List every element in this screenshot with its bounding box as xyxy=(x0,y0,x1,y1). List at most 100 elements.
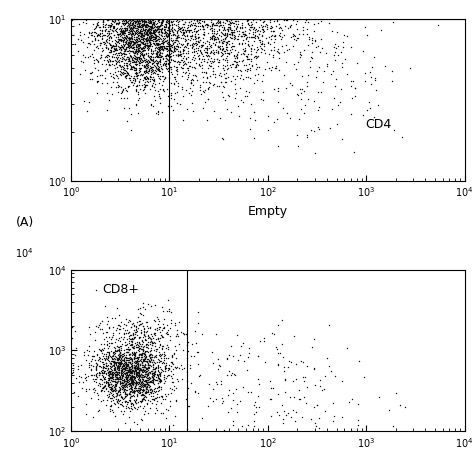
Point xyxy=(274,321,282,329)
Point xyxy=(232,61,239,69)
Point xyxy=(298,105,305,112)
Point xyxy=(107,381,115,388)
Point xyxy=(161,73,168,80)
Point xyxy=(105,39,113,46)
Point xyxy=(119,29,127,36)
Point xyxy=(140,55,147,62)
Point xyxy=(147,27,155,34)
Point xyxy=(106,369,114,377)
Point xyxy=(150,375,157,383)
Point xyxy=(203,44,211,52)
Point xyxy=(143,370,150,378)
Point xyxy=(158,37,165,45)
Point xyxy=(129,379,137,386)
Point xyxy=(118,379,126,386)
Point xyxy=(140,64,148,71)
Point xyxy=(220,24,228,32)
Point xyxy=(109,78,117,86)
Point xyxy=(140,44,147,52)
Point xyxy=(331,82,339,90)
Point xyxy=(148,42,156,50)
Point xyxy=(217,17,224,25)
Point xyxy=(220,47,228,55)
Point xyxy=(162,59,169,66)
Point xyxy=(138,396,146,403)
Point xyxy=(120,385,128,393)
Point xyxy=(228,60,236,67)
Point xyxy=(173,63,181,71)
Point xyxy=(121,385,129,392)
Point xyxy=(182,86,190,93)
Point xyxy=(85,39,92,46)
Point xyxy=(127,318,134,325)
Point xyxy=(133,370,140,378)
Point xyxy=(133,331,141,338)
Point xyxy=(219,43,226,50)
Point xyxy=(128,399,136,407)
Point xyxy=(219,64,227,72)
Point xyxy=(119,36,127,44)
Point xyxy=(142,60,150,67)
Point xyxy=(148,24,156,31)
Point xyxy=(131,20,139,27)
Point xyxy=(128,388,136,396)
Point xyxy=(80,18,87,26)
Point xyxy=(142,63,149,71)
Point xyxy=(69,324,76,331)
Point xyxy=(103,348,111,356)
Point xyxy=(103,366,111,374)
Point xyxy=(143,57,151,65)
Point xyxy=(114,52,121,59)
Point xyxy=(171,89,179,97)
Point xyxy=(159,325,166,332)
Point xyxy=(139,395,147,402)
Point xyxy=(271,36,279,43)
Point xyxy=(91,28,99,36)
Point xyxy=(223,17,230,24)
Point xyxy=(144,67,152,74)
Point xyxy=(164,56,172,64)
Point xyxy=(123,26,131,33)
Point xyxy=(117,371,125,379)
Point xyxy=(100,18,107,25)
Point xyxy=(242,23,249,30)
Point xyxy=(163,307,171,314)
Point xyxy=(133,373,141,380)
Point xyxy=(126,75,134,82)
Point xyxy=(217,79,224,86)
Point xyxy=(180,20,187,28)
Point xyxy=(147,386,155,393)
Point xyxy=(150,359,158,366)
Point xyxy=(167,80,175,87)
Point xyxy=(144,344,152,352)
Point xyxy=(146,55,153,63)
Point xyxy=(191,54,199,62)
Point xyxy=(95,23,102,30)
Point xyxy=(114,377,121,385)
Point xyxy=(122,70,129,77)
Point xyxy=(242,87,250,94)
Point xyxy=(121,353,128,361)
Point xyxy=(186,69,193,77)
Point xyxy=(132,377,139,384)
Point xyxy=(89,69,96,76)
Point xyxy=(115,387,123,394)
Point xyxy=(147,19,155,27)
Point xyxy=(142,21,149,28)
Point xyxy=(150,33,157,40)
Point xyxy=(111,18,118,25)
Point xyxy=(99,47,106,55)
Point xyxy=(245,353,252,361)
Point xyxy=(208,55,215,62)
Point xyxy=(201,49,209,56)
Point xyxy=(143,18,150,26)
Point xyxy=(245,55,253,63)
Point xyxy=(155,343,163,350)
Point xyxy=(186,62,194,69)
Point xyxy=(133,61,140,69)
Point xyxy=(125,375,132,383)
Point xyxy=(108,385,116,393)
Point xyxy=(118,367,126,375)
Point xyxy=(123,378,131,385)
Point xyxy=(207,49,214,57)
